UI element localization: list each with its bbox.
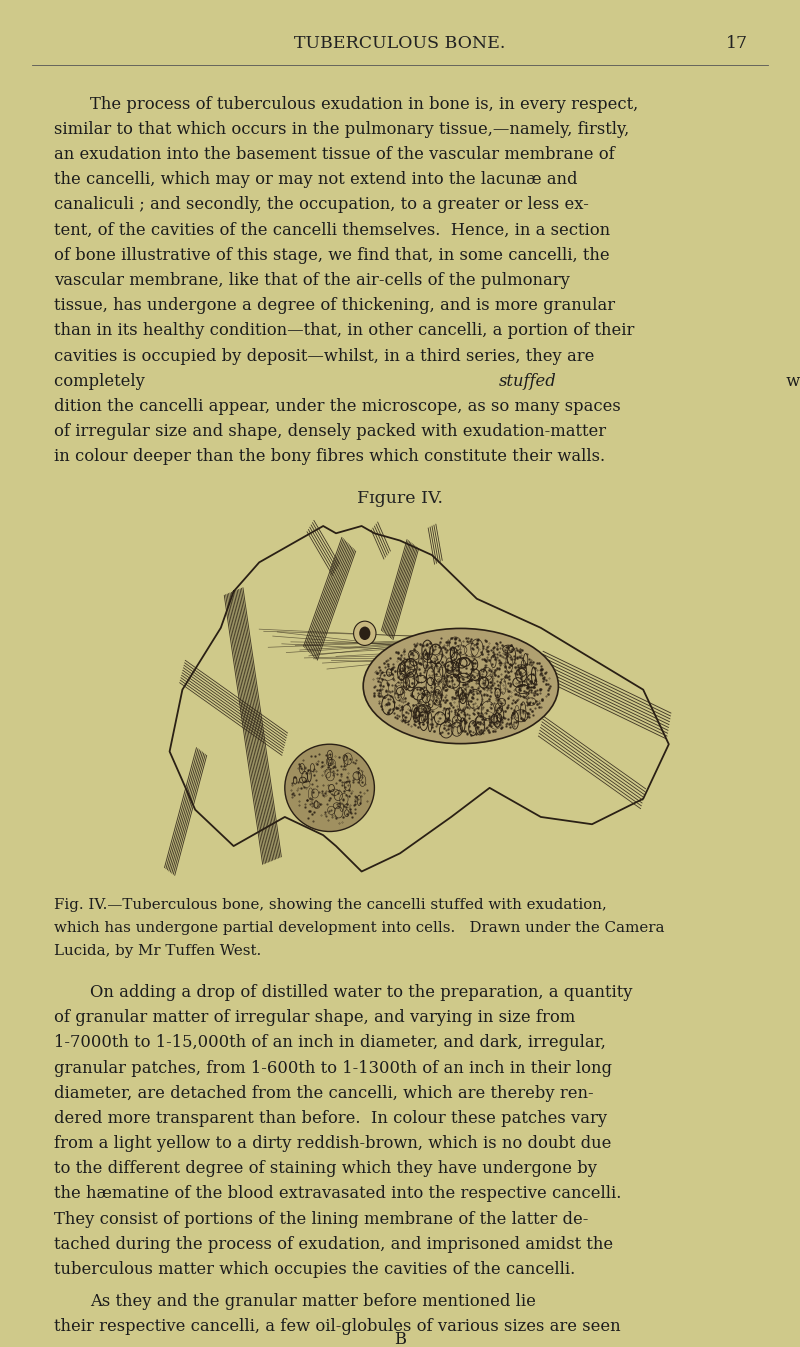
Text: similar to that which occurs in the pulmonary tissue,—namely, firstly,: similar to that which occurs in the pulm… — [54, 121, 630, 137]
Text: On adding a drop of distilled water to the preparation, a quantity: On adding a drop of distilled water to t… — [90, 983, 632, 1001]
Text: than in its healthy condition—that, in other cancelli, a portion of their: than in its healthy condition—that, in o… — [54, 322, 634, 339]
Text: from a light yellow to a dirty reddish-brown, which is no doubt due: from a light yellow to a dirty reddish-b… — [54, 1136, 612, 1152]
Text: TUBERCULOUS BONE.: TUBERCULOUS BONE. — [294, 35, 506, 53]
Text: their respective cancelli, a few oil-globules of various sizes are seen: their respective cancelli, a few oil-glo… — [54, 1319, 621, 1335]
Text: to the different degree of staining which they have undergone by: to the different degree of staining whic… — [54, 1160, 598, 1177]
Text: stuffed: stuffed — [498, 373, 556, 389]
Text: cavities is occupied by deposit—whilst, in a third series, they are: cavities is occupied by deposit—whilst, … — [54, 348, 594, 365]
Text: with this exudation.  In the last mentioned con-: with this exudation. In the last mention… — [781, 373, 800, 389]
Text: of granular matter of irregular shape, and varying in size from: of granular matter of irregular shape, a… — [54, 1009, 576, 1026]
Text: dered more transparent than before.  In colour these patches vary: dered more transparent than before. In c… — [54, 1110, 607, 1127]
Text: 17: 17 — [726, 35, 748, 53]
Text: As they and the granular matter before mentioned lie: As they and the granular matter before m… — [90, 1293, 541, 1311]
Text: 1-7000th to 1-15,000th of an inch in diameter, and dark, irregular,: 1-7000th to 1-15,000th of an inch in dia… — [54, 1034, 606, 1052]
Text: diameter, are detached from the cancelli, which are thereby ren-: diameter, are detached from the cancelli… — [54, 1084, 594, 1102]
Text: tuberculous matter which occupies the cavities of the cancelli.: tuberculous matter which occupies the ca… — [54, 1261, 576, 1278]
Text: an exudation into the basement tissue of the vascular membrane of: an exudation into the basement tissue of… — [54, 145, 615, 163]
Text: tissue, has undergone a degree of thickening, and is more granular: tissue, has undergone a degree of thicke… — [54, 298, 615, 314]
Ellipse shape — [354, 621, 376, 645]
Text: vascular membrane, like that of the air-cells of the pulmonary: vascular membrane, like that of the air-… — [54, 272, 570, 290]
Text: in colour deeper than the bony fibres which constitute their walls.: in colour deeper than the bony fibres wh… — [54, 449, 606, 465]
Text: canaliculi ; and secondly, the occupation, to a greater or less ex-: canaliculi ; and secondly, the occupatio… — [54, 197, 590, 213]
Text: tent, of the cavities of the cancelli themselves.  Hence, in a section: tent, of the cavities of the cancelli th… — [54, 222, 610, 238]
Text: the hæmatine of the blood extravasated into the respective cancelli.: the hæmatine of the blood extravasated i… — [54, 1185, 622, 1203]
Text: Lucida, by Mr Tuffen West.: Lucida, by Mr Tuffen West. — [54, 943, 262, 958]
Text: completely: completely — [54, 373, 150, 389]
Text: B: B — [394, 1331, 406, 1347]
Text: Fig. IV.—Tuberculous bone, showing the cancelli stuffed with exudation,: Fig. IV.—Tuberculous bone, showing the c… — [54, 897, 607, 912]
Ellipse shape — [285, 744, 374, 831]
Text: granular patches, from 1-600th to 1-1300th of an inch in their long: granular patches, from 1-600th to 1-1300… — [54, 1060, 613, 1076]
Ellipse shape — [363, 629, 558, 744]
Ellipse shape — [359, 626, 370, 640]
Text: dition the cancelli appear, under the microscope, as so many spaces: dition the cancelli appear, under the mi… — [54, 397, 621, 415]
Text: Fɪgure IV.: Fɪgure IV. — [357, 489, 443, 506]
Text: The process of tuberculous exudation in bone is, in every respect,: The process of tuberculous exudation in … — [90, 96, 638, 113]
Text: tached during the process of exudation, and imprisoned amidst the: tached during the process of exudation, … — [54, 1237, 614, 1253]
Text: of bone illustrative of this stage, we find that, in some cancelli, the: of bone illustrative of this stage, we f… — [54, 247, 610, 264]
Text: of irregular size and shape, densely packed with exudation-matter: of irregular size and shape, densely pac… — [54, 423, 606, 440]
Bar — [80, 527, 720, 889]
Text: which has undergone partial development into cells.   Drawn under the Camera: which has undergone partial development … — [54, 921, 665, 935]
Text: the cancelli, which may or may not extend into the lacunæ and: the cancelli, which may or may not exten… — [54, 171, 578, 189]
Text: They consist of portions of the lining membrane of the latter de-: They consist of portions of the lining m… — [54, 1211, 589, 1227]
